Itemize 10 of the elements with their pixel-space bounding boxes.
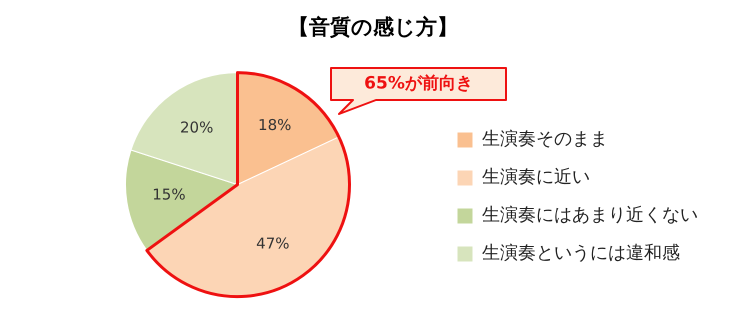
chart-title: 【音質の感じ方】 [288, 15, 458, 40]
legend-label: 生演奏に近い [482, 166, 590, 188]
legend-label: 生演奏そのまま [482, 128, 608, 150]
data-label: 18% [258, 116, 292, 134]
legend-label: 生演奏というには違和感 [482, 242, 680, 264]
legend-label: 生演奏にはあまり近くない [482, 204, 698, 226]
data-label: 20% [180, 118, 214, 136]
text: 65%が前向き [364, 73, 473, 94]
data-label: 15% [152, 185, 186, 204]
data-label: 47% [256, 234, 290, 252]
